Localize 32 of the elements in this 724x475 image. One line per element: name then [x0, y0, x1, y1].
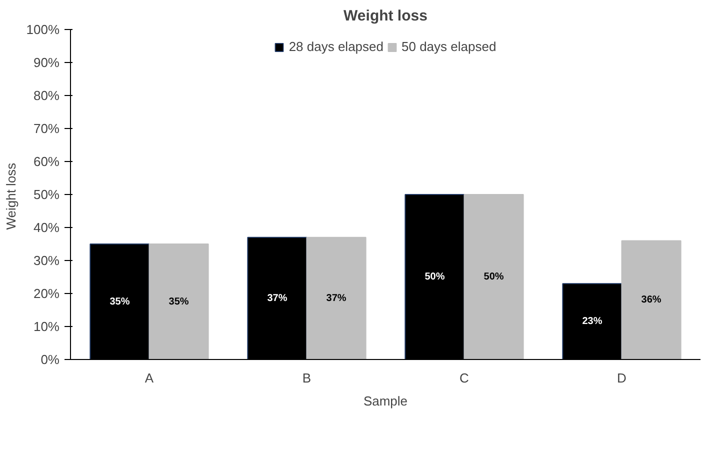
y-tick-label: 10% [33, 319, 60, 334]
data-label: 35% [168, 296, 189, 308]
bar [148, 244, 209, 360]
y-tick-label: 50% [33, 187, 60, 202]
y-axis-title: Weight loss [3, 162, 18, 230]
y-tick-label: 40% [33, 220, 60, 235]
y-tick-label: 80% [33, 88, 60, 103]
data-label: 36% [641, 294, 662, 306]
y-tick-label: 70% [33, 121, 60, 136]
legend-label: 50 days elapsed [402, 39, 496, 54]
bar [306, 236, 366, 360]
data-label: 23% [582, 316, 602, 328]
data-label: 37% [326, 292, 346, 304]
y-tick-label: 60% [33, 154, 60, 169]
y-tick-label: 0% [40, 352, 60, 367]
bar [464, 194, 524, 360]
y-tick-label: 20% [33, 286, 60, 301]
data-label: 50% [484, 272, 504, 282]
y-tick-label: 90% [33, 55, 60, 70]
data-label: 35% [110, 296, 130, 308]
y-tick-label: 100% [26, 22, 60, 37]
x-tick-label: C [460, 370, 469, 386]
chart-title: Weight loss [344, 8, 428, 24]
y-tick-label: 30% [33, 253, 60, 268]
x-tick-label: B [302, 370, 312, 386]
x-tick-label: A [144, 370, 154, 386]
x-tick-label: D [617, 370, 626, 386]
bar [621, 240, 682, 360]
x-axis-title: Sample [363, 394, 408, 408]
data-label: 37% [267, 292, 288, 304]
legend-label: 28 days elapsed [288, 39, 384, 54]
data-label: 50% [424, 272, 445, 282]
